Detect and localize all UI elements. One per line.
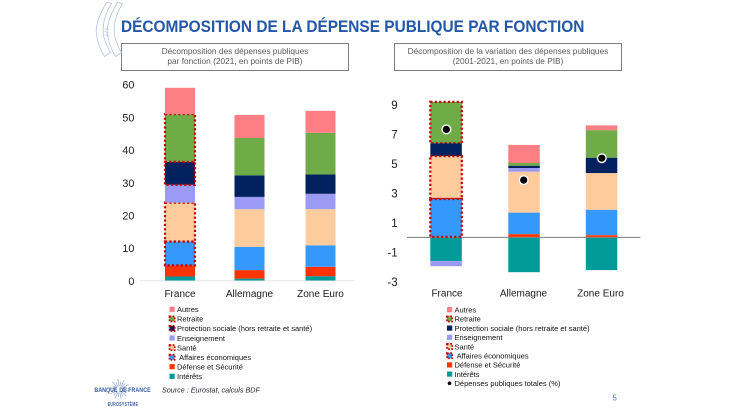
svg-text:Défense et Sécurité: Défense et Sécurité — [177, 363, 243, 372]
svg-text:3: 3 — [391, 189, 397, 201]
svg-text:Santé: Santé — [177, 343, 197, 352]
svg-text:Autres: Autres — [455, 306, 477, 315]
svg-text:50: 50 — [122, 112, 134, 124]
svg-text:EUROSYSTÈME: EUROSYSTÈME — [108, 402, 139, 408]
svg-text:France: France — [164, 289, 196, 300]
svg-text:Protection sociale (hors retra: Protection sociale (hors retraite et san… — [455, 324, 591, 333]
svg-text:-3: -3 — [387, 277, 397, 289]
svg-text:Enseignement: Enseignement — [455, 333, 504, 342]
svg-text:Protection sociale (hors retra: Protection sociale (hors retraite et san… — [177, 324, 313, 333]
svg-text:Zone Euro: Zone Euro — [577, 288, 624, 299]
svg-text:Source : Eurostat, calculs BDF: Source : Eurostat, calculs BDF — [162, 386, 260, 395]
svg-text:0: 0 — [128, 276, 134, 288]
svg-text:Affaires économiques: Affaires économiques — [455, 352, 529, 361]
svg-text:Autres: Autres — [177, 305, 199, 314]
svg-text:1: 1 — [391, 218, 397, 230]
svg-text:France: France — [431, 288, 463, 299]
svg-text:5: 5 — [391, 159, 397, 171]
svg-text:Retraite: Retraite — [177, 315, 203, 324]
svg-text:5: 5 — [613, 393, 618, 402]
svg-text:Défense et Sécurité: Défense et Sécurité — [455, 361, 521, 370]
svg-text:40: 40 — [122, 145, 134, 157]
svg-text:Dépenses publiques totales (%): Dépenses publiques totales (%) — [455, 379, 561, 388]
svg-text:Retraite: Retraite — [455, 315, 481, 324]
svg-text:Intérêts: Intérêts — [455, 370, 480, 379]
svg-text:Intérêts: Intérêts — [177, 372, 202, 381]
svg-text:Allemagne: Allemagne — [500, 288, 548, 299]
svg-text:10: 10 — [122, 243, 134, 255]
svg-text:-1: -1 — [387, 247, 397, 259]
svg-text:Allemagne: Allemagne — [226, 289, 274, 300]
svg-text:60: 60 — [122, 80, 134, 92]
svg-text:Santé: Santé — [455, 342, 475, 351]
svg-text:20: 20 — [122, 210, 134, 222]
svg-text:Affaires économiques: Affaires économiques — [177, 353, 251, 362]
svg-text:Zone Euro: Zone Euro — [297, 289, 344, 300]
svg-text:Enseignement: Enseignement — [177, 334, 226, 343]
svg-text:9: 9 — [391, 100, 397, 112]
svg-text:30: 30 — [122, 178, 134, 190]
svg-text:BANQUE DE FRANCE: BANQUE DE FRANCE — [94, 387, 150, 394]
svg-text:7: 7 — [391, 130, 397, 142]
